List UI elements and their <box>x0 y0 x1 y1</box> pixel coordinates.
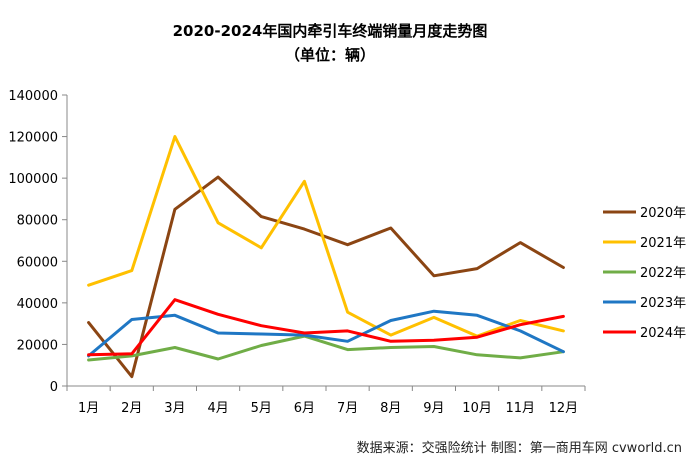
chart-subtitle: （单位：辆） <box>285 46 375 64</box>
x-tick-label: 5月 <box>251 401 272 416</box>
legend-label: 2024年 <box>640 326 686 341</box>
series-line-2020年 <box>87 175 565 379</box>
legend-label: 2020年 <box>640 206 686 221</box>
x-tick-label: 8月 <box>380 401 401 416</box>
x-tick-label: 12月 <box>549 401 579 416</box>
legend-label: 2022年 <box>640 266 686 281</box>
axes: 0 20000 40000 60000 80000 100000 120000 140000 1… <box>8 89 586 416</box>
y-tick-label: 40000 <box>17 297 58 312</box>
legend-label: 2021年 <box>640 236 686 251</box>
x-tick-label: 11月 <box>505 401 535 416</box>
series-line-2021年 <box>87 135 565 338</box>
series-group <box>87 135 565 379</box>
y-tick-label: 60000 <box>17 255 58 270</box>
y-tick-label: 20000 <box>17 338 58 353</box>
x-tick-label: 6月 <box>294 401 315 416</box>
x-tick-label: 3月 <box>164 401 185 416</box>
y-tick-label: 80000 <box>17 214 58 229</box>
x-tick-label: 10月 <box>462 401 492 416</box>
chart-title: 2020-2024年国内牵引车终端销量月度走势图 <box>173 22 488 40</box>
x-tick-label: 4月 <box>207 401 228 416</box>
y-tick-label: 120000 <box>8 131 58 146</box>
y-tick-label: 140000 <box>8 89 58 104</box>
legend: 2020年 2021年 2022年 2023年 2024年 <box>603 206 686 341</box>
y-tick-label: 0 <box>50 380 58 395</box>
series-line-2022年 <box>87 334 565 362</box>
legend-label: 2023年 <box>640 296 686 311</box>
y-tick-label: 100000 <box>8 172 58 187</box>
x-tick-label: 7月 <box>337 401 358 416</box>
series-line-2023年 <box>87 309 565 358</box>
series-line-2024年 <box>87 298 565 357</box>
x-tick-label: 1月 <box>78 401 99 416</box>
x-tick-label: 9月 <box>423 401 444 416</box>
x-tick-label: 2月 <box>121 401 142 416</box>
chart-source: 数据来源：交强险统计 制图：第一商用车网 cvworld.cn <box>357 440 682 456</box>
